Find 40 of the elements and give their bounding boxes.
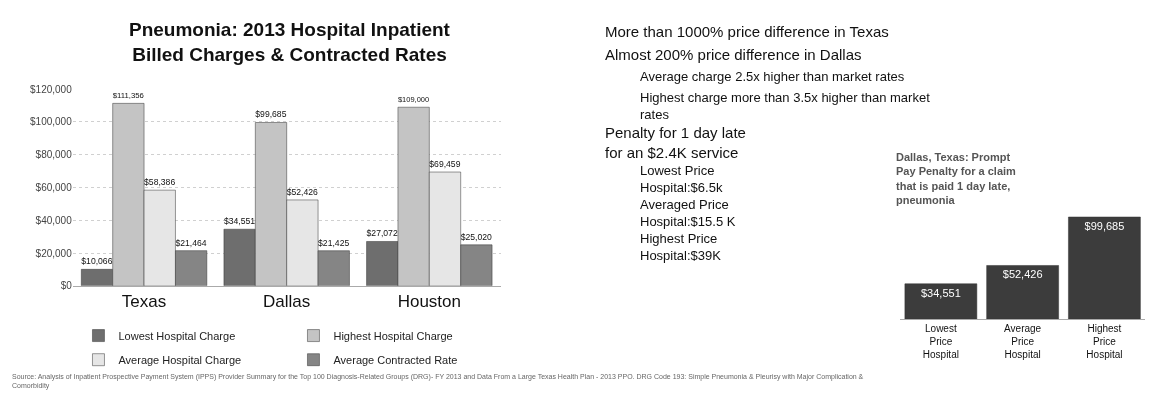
data-label: $52,426 bbox=[286, 186, 319, 197]
chart-title: Pneumonia: 2013 Hospital Inpatient Billed Charges & Contracted Rates bbox=[129, 19, 451, 65]
x-tick-label: Texas bbox=[121, 292, 167, 312]
data-label: $34,551 bbox=[223, 216, 256, 227]
x-tick-label: Dallas bbox=[263, 292, 311, 312]
y-tick-label: $60,000 bbox=[35, 182, 73, 194]
y-tick-label: $100,000 bbox=[30, 116, 73, 128]
legend-label: Average Hospital Charge bbox=[118, 353, 242, 366]
data-label: $21,425 bbox=[318, 237, 350, 248]
data-label: $69,459 bbox=[429, 158, 461, 169]
text: Lowest Price Hospital:$6.5k bbox=[640, 163, 723, 195]
legend-label: Highest Hospital Charge bbox=[333, 329, 453, 342]
chart-title: Dallas, Texas: Prompt Pay Penalty for a claim that is paid 1 day late, pneumonia bbox=[896, 151, 1017, 206]
legend-label: Lowest Hospital Charge bbox=[118, 329, 236, 342]
data-label: $27,072 bbox=[366, 228, 398, 239]
y-tick-label: $40,000 bbox=[35, 214, 73, 226]
data-label: $99,685 bbox=[1084, 220, 1125, 233]
data-label: $25,020 bbox=[460, 231, 493, 242]
text: Almost 200% price difference in Dallas bbox=[605, 46, 862, 63]
text: Highest charge more than 3.5x higher than market rates bbox=[640, 90, 931, 122]
y-tick-label: $80,000 bbox=[35, 149, 73, 161]
data-label: $58,386 bbox=[144, 177, 176, 188]
data-label: $10,066 bbox=[81, 256, 113, 267]
text: Highest Price Hospital:$39K bbox=[640, 231, 722, 263]
x-tick-label: Average Price Hospital bbox=[1004, 323, 1042, 361]
text: More than 1000% price difference in Texas bbox=[605, 23, 889, 40]
y-tick-label: $20,000 bbox=[35, 247, 73, 259]
text: Average charge 2.5x higher than market rates bbox=[640, 69, 905, 84]
text: Penalty for 1 day late for an $2.4K service bbox=[605, 124, 746, 161]
data-label: $21,464 bbox=[175, 237, 207, 248]
data-label: $99,685 bbox=[255, 109, 287, 120]
x-tick-label: Lowest Price Hospital bbox=[922, 323, 959, 361]
data-label: $34,551 bbox=[920, 286, 961, 299]
x-tick-label: Houston bbox=[397, 292, 461, 312]
legend-label: Average Contracted Rate bbox=[333, 353, 458, 366]
data-label: $52,426 bbox=[1002, 268, 1043, 281]
y-tick-label: $120,000 bbox=[30, 83, 73, 95]
y-tick-label: $0 bbox=[60, 280, 73, 292]
text: Averaged Price Hospital:$15.5 K bbox=[640, 197, 736, 229]
x-tick-label: Highest Price Hospital bbox=[1086, 323, 1123, 361]
